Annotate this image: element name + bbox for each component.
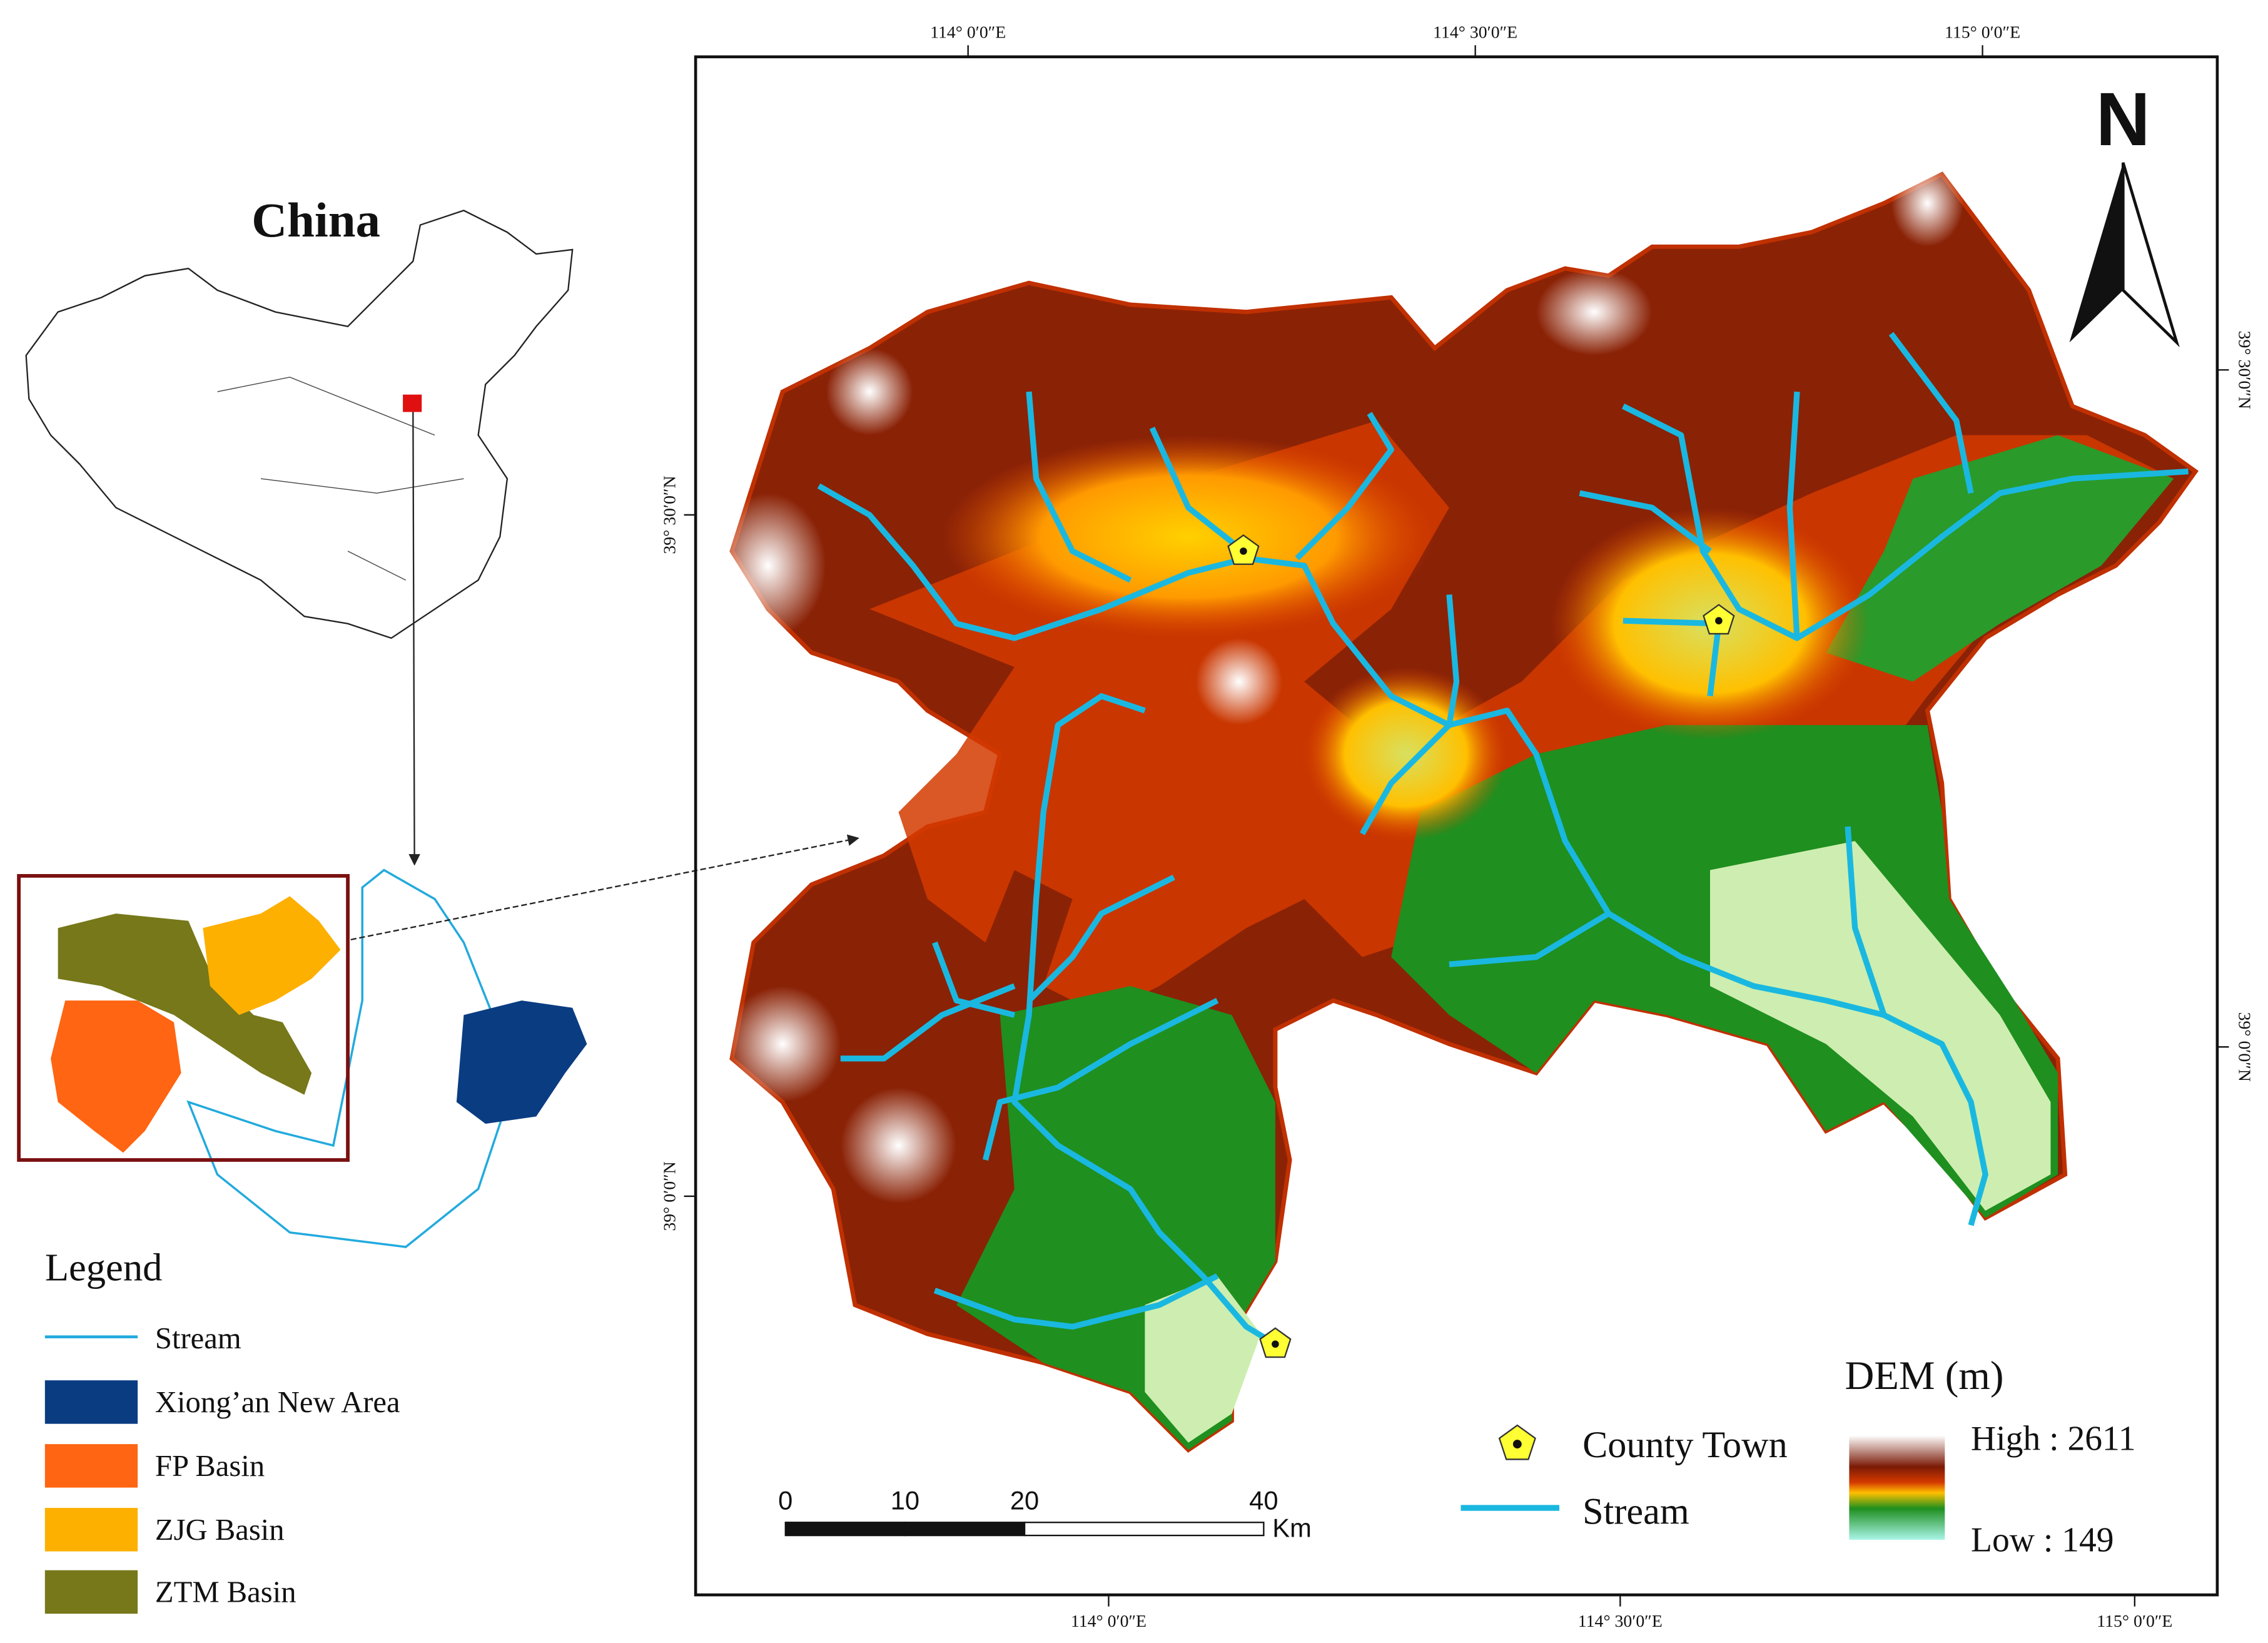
inset-title: China xyxy=(251,193,380,248)
scale-label: 10 xyxy=(891,1485,919,1515)
dem-peak xyxy=(1195,638,1283,725)
scale-unit: Km xyxy=(1272,1513,1312,1542)
scale-segment xyxy=(1023,1522,1265,1537)
top-coord-label: 115° 0′0″E xyxy=(1945,23,2020,43)
top-coord-label: 114° 0′0″E xyxy=(930,23,1006,43)
legend-county-town-icon xyxy=(1498,1424,1536,1460)
map-frame xyxy=(694,55,2219,1597)
legend-swatch xyxy=(44,1508,138,1552)
xiongan-area xyxy=(456,1000,587,1124)
scale-label: 0 xyxy=(778,1485,792,1515)
locator-arrow xyxy=(408,412,420,866)
legend-stream: Stream xyxy=(1582,1491,1689,1533)
dem-peak xyxy=(1891,160,1964,247)
scale-segment xyxy=(784,1522,906,1537)
dem-lowland xyxy=(1826,435,2174,682)
inset-frame xyxy=(17,873,350,1162)
legend-label: Xiong’an New Area xyxy=(155,1385,400,1419)
study-area-marker xyxy=(403,394,422,412)
legend-label: ZJG Basin xyxy=(155,1513,285,1547)
bottom-coord-label: 115° 0′0″E xyxy=(2097,1612,2172,1631)
china-outline xyxy=(25,210,574,639)
north-arrow xyxy=(2121,162,2180,348)
zjg-basin xyxy=(203,896,341,1015)
left-coord-label: 39° 30′0″N xyxy=(661,476,680,554)
dem-peak xyxy=(826,348,913,435)
right-coord-label: 39° 0′0″N xyxy=(2235,1012,2254,1082)
fp-basin xyxy=(51,1000,181,1153)
dem-high: High : 2611 xyxy=(1971,1419,2136,1458)
left-coord-label: 39° 0′0″N xyxy=(661,1161,680,1231)
county-town-marker xyxy=(1227,534,1260,565)
bottom-coord-label: 114° 0′0″E xyxy=(1071,1612,1147,1631)
legend-swatch xyxy=(44,1380,138,1424)
dem-plain xyxy=(1145,1276,1261,1443)
north-arrow xyxy=(2069,162,2124,343)
legend-swatch xyxy=(44,1444,138,1488)
streams xyxy=(817,332,2189,1347)
dem-colorbar xyxy=(1849,1435,1945,1540)
county-town-marker xyxy=(1703,604,1735,635)
legend: Stream Xiong’an New Area FP Basin ZJG Basin… xyxy=(155,1321,400,1609)
dem-title: DEM (m) xyxy=(1845,1353,2003,1398)
coordinate-labels: 114° 0′0″E 114° 30′0″E 115° 0′0″E 114° 0′0″… xyxy=(661,23,2254,1631)
county-town-marker xyxy=(1259,1327,1292,1358)
county-towns xyxy=(1227,534,1735,1358)
right-coord-label: 39° 30′0″N xyxy=(2235,331,2254,409)
legend-swatch xyxy=(44,1570,138,1614)
dem-peak xyxy=(710,493,826,638)
dem-peak xyxy=(724,985,841,1102)
zoom-arrow xyxy=(350,834,859,940)
dem-peak xyxy=(1536,268,1653,356)
scale-segment xyxy=(904,1522,1026,1537)
province-lines xyxy=(217,377,464,581)
dem-valley xyxy=(942,435,1435,638)
ztm-basin xyxy=(58,913,312,1095)
scale-label: 20 xyxy=(1010,1485,1039,1515)
legend-label: FP Basin xyxy=(155,1449,265,1483)
top-coord-label: 114° 30′0″E xyxy=(1433,23,1517,43)
inset-stream xyxy=(186,868,509,1248)
legend-label: Stream xyxy=(155,1321,241,1355)
bottom-coord-label: 114° 30′0″E xyxy=(1578,1612,1663,1631)
scale-label: 40 xyxy=(1249,1485,1278,1515)
dem-plain xyxy=(1709,841,2051,1211)
legend-label: ZTM Basin xyxy=(155,1575,296,1609)
legend-title: Legend xyxy=(45,1245,163,1289)
dem-peak xyxy=(840,1087,957,1204)
north-label: N xyxy=(2096,77,2150,161)
dem-low: Low : 149 xyxy=(1971,1521,2114,1560)
legend-county-town: County Town xyxy=(1582,1424,1788,1466)
dem-valley xyxy=(1304,667,1507,842)
